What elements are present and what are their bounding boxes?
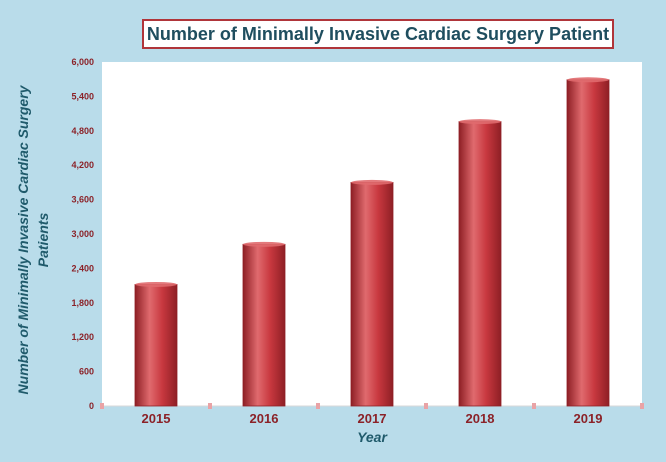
- y-axis-title: Number of Minimally Invasive Cardiac Sur…: [15, 84, 51, 394]
- bar-top-cap: [459, 119, 501, 125]
- category-boundary-mark: [532, 403, 536, 409]
- y-tick-label: 3,000: [71, 229, 94, 239]
- x-tick-label: 2015: [142, 411, 171, 426]
- y-tick-label: 0: [89, 401, 94, 411]
- bar-2015: [134, 284, 178, 407]
- x-tick-label: 2017: [358, 411, 387, 426]
- chart-title: Number of Minimally Invasive Cardiac Sur…: [146, 23, 610, 44]
- bar-2018: [458, 121, 502, 407]
- y-tick-label: 600: [79, 367, 94, 377]
- x-axis-title: Year: [357, 429, 388, 445]
- chart-title-box: Number of Minimally Invasive Cardiac Sur…: [142, 19, 614, 49]
- x-tick-label: 2016: [250, 411, 279, 426]
- y-tick-label: 2,400: [71, 263, 94, 273]
- y-tick-label: 1,200: [71, 332, 94, 342]
- bar-2017: [350, 181, 394, 407]
- y-tick-label: 4,200: [71, 160, 94, 170]
- y-tick-label: 6,000: [71, 57, 94, 67]
- category-boundary-mark: [424, 403, 428, 409]
- category-boundary-mark: [100, 403, 104, 409]
- bar-2019: [566, 79, 610, 407]
- y-tick-label: 4,800: [71, 126, 94, 136]
- y-axis-title-line: Number of Minimally Invasive Cardiac Sur…: [15, 84, 31, 394]
- y-tick-label: 3,600: [71, 195, 94, 205]
- y-tick-label: 1,800: [71, 298, 94, 308]
- y-axis-title-line: Patients: [35, 213, 51, 268]
- bar-top-cap: [567, 77, 609, 83]
- bar-top-cap: [351, 179, 393, 185]
- bar-top-cap: [243, 241, 285, 247]
- category-boundary-mark: [316, 403, 320, 409]
- category-boundary-mark: [208, 403, 212, 409]
- category-boundary-mark: [640, 403, 644, 409]
- x-tick-label: 2019: [574, 411, 603, 426]
- x-tick-label: 2018: [466, 411, 495, 426]
- bar-2016: [242, 243, 286, 407]
- y-tick-label: 5,400: [71, 91, 94, 101]
- bar-top-cap: [135, 281, 177, 287]
